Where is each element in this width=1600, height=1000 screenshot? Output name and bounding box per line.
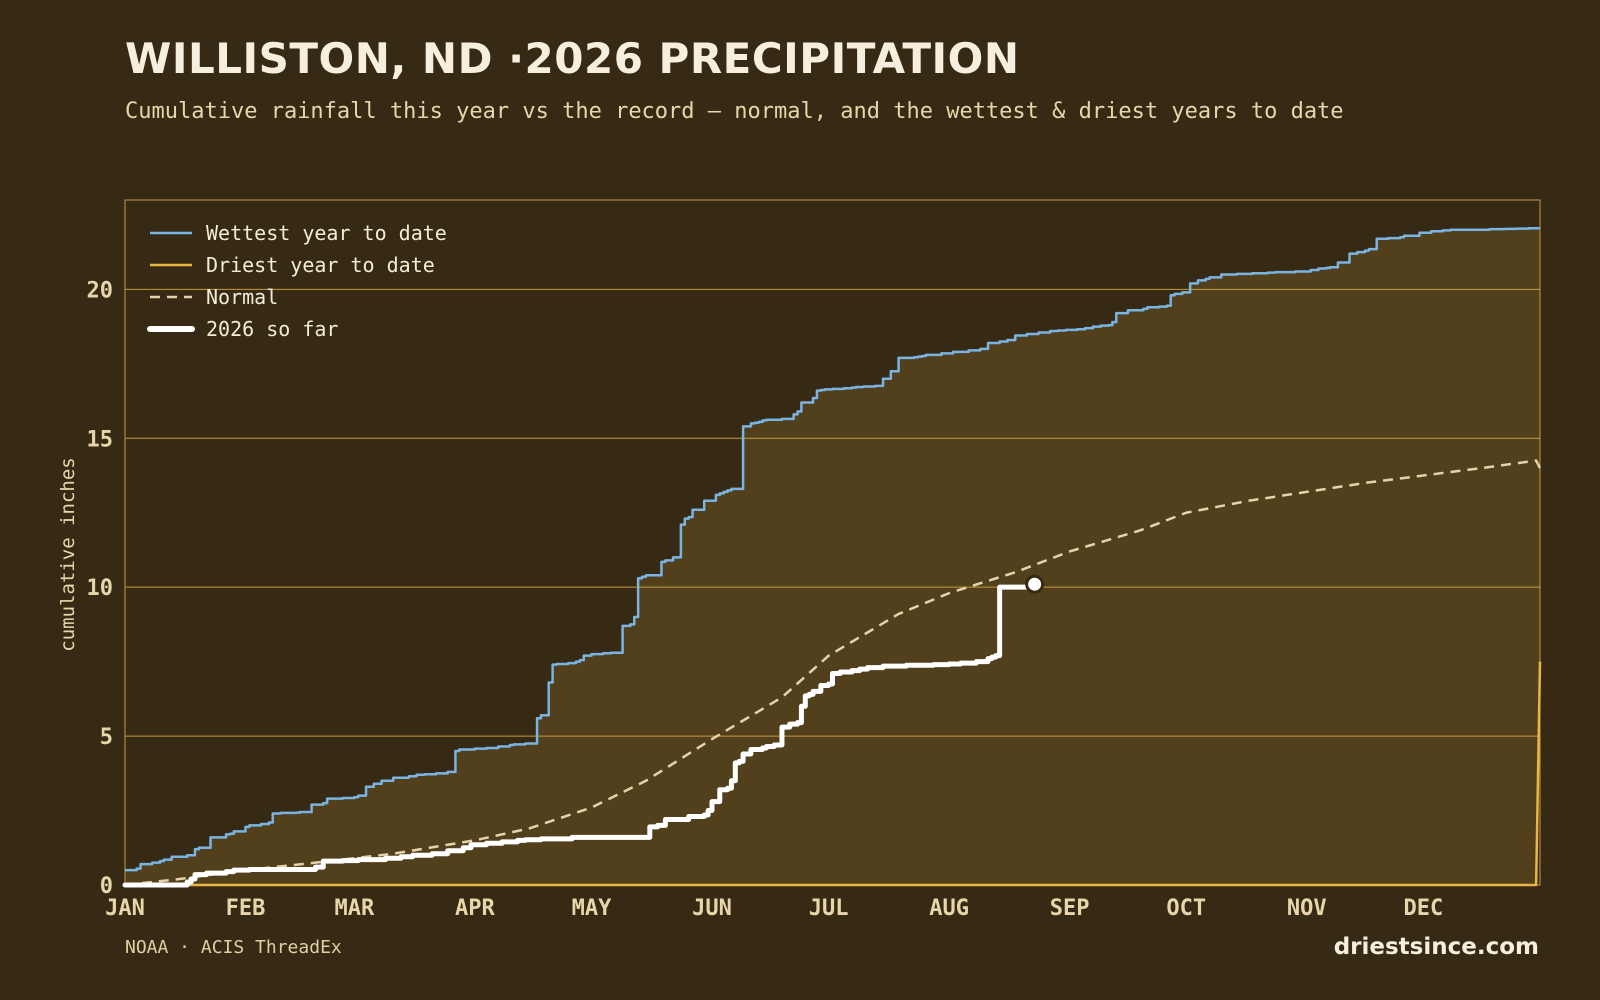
- x-tick-label-dec: DEC: [1404, 896, 1444, 921]
- y-tick-label: 0: [100, 874, 113, 899]
- x-tick-label-oct: OCT: [1166, 896, 1206, 921]
- site-brand[interactable]: driestsince.com: [1333, 934, 1539, 960]
- current-end-marker: [1025, 574, 1045, 594]
- x-tick-label-aug: AUG: [929, 896, 969, 921]
- x-tick-label-jun: JUN: [692, 896, 732, 921]
- x-tick-label-jul: JUL: [809, 896, 849, 921]
- x-tick-label-sep: SEP: [1050, 896, 1090, 921]
- y-tick-label: 15: [87, 427, 114, 452]
- chart-title: WILLISTON, ND ·2026 PRECIPITATION: [125, 34, 1020, 83]
- x-tick-label-mar: MAR: [334, 896, 374, 921]
- x-tick-label-nov: NOV: [1287, 896, 1327, 921]
- x-tick-label-jan: JAN: [105, 896, 145, 921]
- legend-label-wettest: Wettest year to date: [206, 221, 447, 245]
- legend-label-driest: Driest year to date: [206, 253, 435, 277]
- legend-label-current: 2026 so far: [206, 317, 338, 341]
- y-tick-label: 10: [87, 576, 114, 601]
- series-line-current: [122, 581, 1038, 888]
- data-source-credit: NOAA · ACIS ThreadEx: [125, 937, 342, 958]
- x-tick-label-may: MAY: [572, 896, 612, 921]
- y-tick-label: 20: [87, 278, 114, 303]
- series-line-driest: [125, 661, 1542, 887]
- chart-subtitle: Cumulative rainfall this year vs the rec…: [125, 99, 1344, 124]
- series-line-normal: [124, 459, 1542, 887]
- legend-label-normal: Normal: [206, 285, 278, 309]
- series-line-wettest: [125, 227, 1540, 872]
- x-tick-label-feb: FEB: [226, 896, 266, 921]
- y-axis-label: cumulative inches: [57, 457, 79, 651]
- y-tick-label: 5: [100, 725, 113, 750]
- x-tick-label-apr: APR: [455, 896, 495, 921]
- record-range-band: [125, 228, 1540, 886]
